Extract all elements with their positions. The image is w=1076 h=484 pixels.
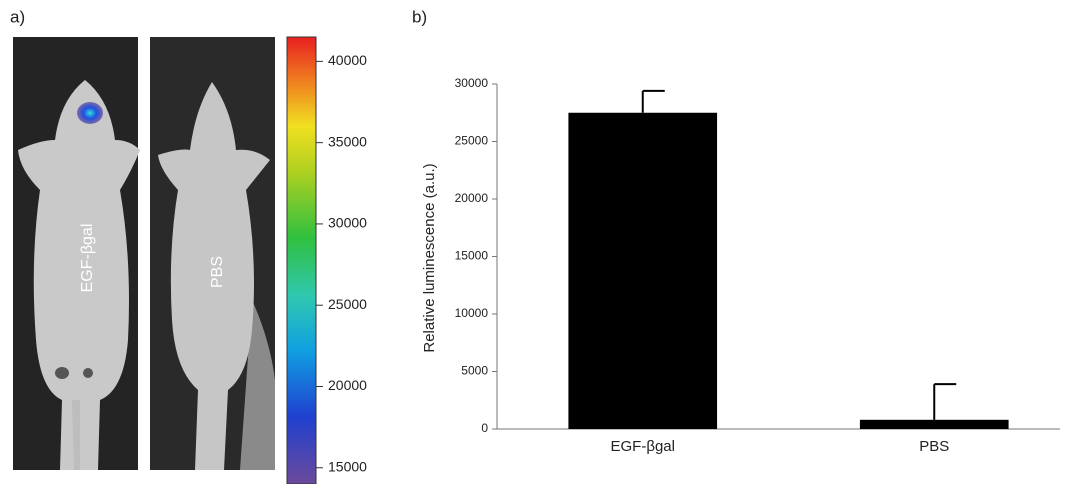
colorbar-tick-label: 25000 <box>328 296 367 312</box>
colorbar <box>286 36 317 484</box>
bar <box>859 419 1009 429</box>
colorbar-tick-label: 15000 <box>328 458 367 474</box>
image-label: EGF-βgal <box>79 224 96 293</box>
y-tick-label: 25000 <box>455 134 489 148</box>
y-axis-label: Relative luminescence (a.u.) <box>421 163 438 352</box>
mouse-image-2 <box>150 37 275 470</box>
y-tick-label: 15000 <box>455 249 489 263</box>
colorbar-tick-label: 30000 <box>328 215 367 231</box>
y-tick-label: 5000 <box>461 364 488 378</box>
bar <box>568 112 718 429</box>
colorbar-tick-label: 20000 <box>328 377 367 393</box>
colorbar-tick-label: 40000 <box>328 52 367 68</box>
panel-label: b) <box>412 7 427 26</box>
image-label: PBS <box>209 256 226 288</box>
colorbar-tick-label: 35000 <box>328 133 367 149</box>
x-tick-label: PBS <box>919 438 949 455</box>
y-tick-label: 10000 <box>455 306 489 320</box>
y-tick-label: 30000 <box>455 76 489 90</box>
panel-label: a) <box>10 7 25 26</box>
mouse-image-1 <box>13 37 140 470</box>
y-tick-label: 20000 <box>455 191 489 205</box>
x-tick-label: EGF-βgal <box>611 438 675 455</box>
y-tick-label: 0 <box>481 421 488 435</box>
